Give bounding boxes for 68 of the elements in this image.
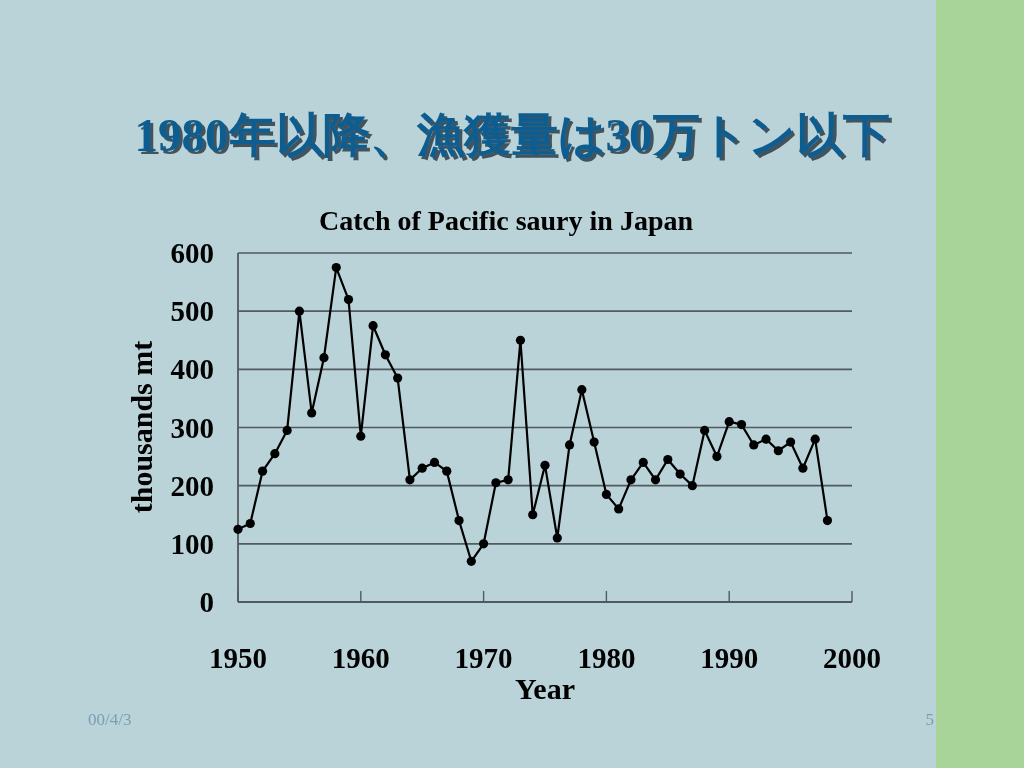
x-tick-label: 1970: [454, 642, 513, 674]
text: 5: [925, 709, 934, 729]
point: [417, 463, 427, 473]
point: [282, 425, 292, 436]
point: [761, 434, 771, 444]
point: [626, 475, 636, 485]
point: [331, 262, 341, 273]
point: [749, 440, 759, 450]
point: [368, 321, 378, 331]
chart-subtitle: Catch of Pacific saury in Japan: [318, 204, 694, 236]
point: [257, 466, 268, 476]
point: [540, 460, 550, 470]
point: [675, 469, 685, 479]
x-axis-title: Year: [515, 671, 575, 705]
point: [601, 489, 611, 499]
point: [454, 515, 464, 526]
point: [380, 350, 390, 360]
point: [245, 518, 255, 529]
point: [479, 539, 489, 549]
y-tick-label: 100: [170, 527, 214, 560]
point: [810, 434, 820, 444]
x-tick-label: 1980: [577, 642, 636, 674]
point: [233, 524, 243, 534]
x-tick-label: 1990: [700, 642, 759, 674]
point: [577, 385, 587, 395]
point: [491, 478, 501, 488]
point: [564, 440, 575, 450]
x-tick-label: 2000: [823, 642, 881, 674]
point: [393, 373, 403, 383]
point: [650, 475, 661, 485]
point: [429, 457, 440, 467]
point: [736, 419, 747, 430]
point: [552, 533, 562, 543]
point: [405, 475, 415, 485]
point: [528, 510, 538, 520]
point: [773, 446, 783, 456]
y-tick-label: 600: [170, 237, 214, 269]
point: [663, 454, 673, 465]
point: [700, 425, 710, 436]
point: [786, 437, 796, 447]
y-tick-label: 0: [199, 586, 214, 618]
point: [798, 463, 808, 473]
point: [515, 335, 526, 345]
y-tick-label: 200: [170, 469, 214, 502]
x-tick-label: 1960: [331, 642, 390, 674]
chart-title: 1980年以降、漁獲量は30万トン以下: [134, 109, 890, 161]
point: [343, 294, 354, 305]
point: [687, 481, 697, 491]
point: [294, 306, 304, 316]
point: [270, 449, 280, 459]
y-axis-title: thousands mt: [124, 340, 158, 514]
point: [822, 515, 833, 526]
y-tick-label: 300: [170, 411, 214, 444]
y-tick-label: 500: [170, 295, 214, 328]
x-tick-label: 1950: [209, 642, 267, 674]
y-tick-label: 400: [170, 353, 214, 386]
point: [503, 475, 513, 485]
point: [307, 408, 317, 418]
point: [638, 457, 648, 467]
point: [724, 417, 734, 427]
point: [319, 353, 329, 363]
point: [466, 556, 476, 566]
point: [589, 437, 599, 447]
point: [442, 466, 452, 476]
point: [614, 504, 624, 514]
text: 00/4/3: [88, 709, 132, 729]
point: [712, 451, 722, 462]
point: [356, 431, 366, 441]
